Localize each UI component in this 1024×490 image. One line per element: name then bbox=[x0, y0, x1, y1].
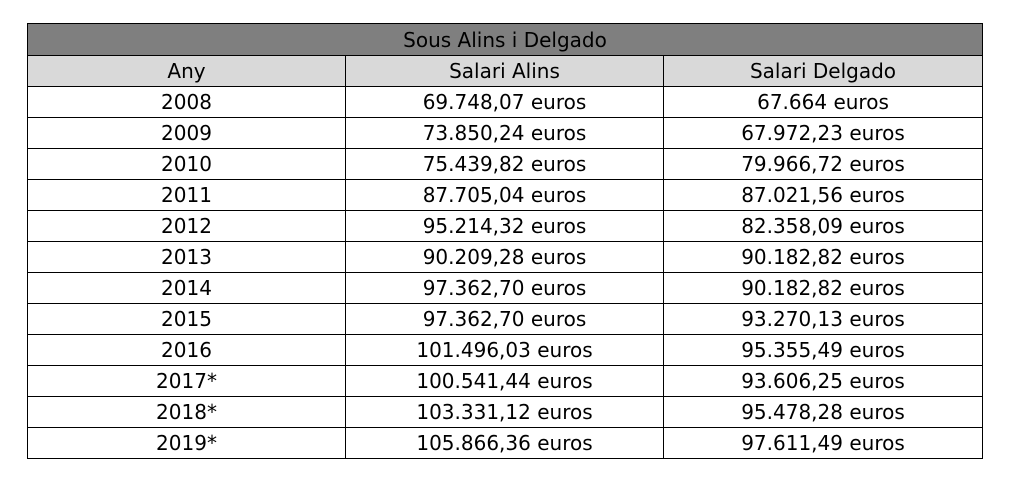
cell-salary-alins: 100.541,44 euros bbox=[345, 365, 664, 397]
table-row: 2008 69.748,07 euros 67.664 euros bbox=[27, 86, 983, 118]
cell-salary-alins: 90.209,28 euros bbox=[345, 241, 664, 273]
cell-year: 2008 bbox=[27, 86, 346, 118]
cell-salary-alins: 101.496,03 euros bbox=[345, 334, 664, 366]
cell-year: 2014 bbox=[27, 272, 346, 304]
cell-year: 2018* bbox=[27, 396, 346, 428]
table-row: 2014 97.362,70 euros 90.182,82 euros bbox=[27, 272, 983, 304]
column-header-salary-delgado: Salari Delgado bbox=[663, 55, 983, 87]
cell-year: 2017* bbox=[27, 365, 346, 397]
table-row: 2010 75.439,82 euros 79.966,72 euros bbox=[27, 148, 983, 180]
cell-salary-delgado: 67.972,23 euros bbox=[663, 117, 983, 149]
cell-year: 2013 bbox=[27, 241, 346, 273]
table-row: 2009 73.850,24 euros 67.972,23 euros bbox=[27, 117, 983, 149]
cell-salary-delgado: 90.182,82 euros bbox=[663, 241, 983, 273]
table-row: 2015 97.362,70 euros 93.270,13 euros bbox=[27, 303, 983, 335]
cell-salary-alins: 105.866,36 euros bbox=[345, 427, 664, 459]
cell-salary-alins: 97.362,70 euros bbox=[345, 303, 664, 335]
salary-table: Sous Alins i Delgado Any Salari Alins Sa… bbox=[27, 23, 983, 459]
cell-salary-delgado: 93.606,25 euros bbox=[663, 365, 983, 397]
cell-salary-alins: 103.331,12 euros bbox=[345, 396, 664, 428]
table-row: 2011 87.705,04 euros 87.021,56 euros bbox=[27, 179, 983, 211]
cell-salary-alins: 97.362,70 euros bbox=[345, 272, 664, 304]
cell-salary-delgado: 87.021,56 euros bbox=[663, 179, 983, 211]
cell-salary-delgado: 97.611,49 euros bbox=[663, 427, 983, 459]
cell-salary-alins: 75.439,82 euros bbox=[345, 148, 664, 180]
cell-salary-alins: 87.705,04 euros bbox=[345, 179, 664, 211]
cell-salary-delgado: 93.270,13 euros bbox=[663, 303, 983, 335]
table-row: 2018* 103.331,12 euros 95.478,28 euros bbox=[27, 396, 983, 428]
cell-year: 2009 bbox=[27, 117, 346, 149]
table-row: 2016 101.496,03 euros 95.355,49 euros bbox=[27, 334, 983, 366]
cell-salary-delgado: 82.358,09 euros bbox=[663, 210, 983, 242]
table-row: 2019* 105.866,36 euros 97.611,49 euros bbox=[27, 427, 983, 459]
table-row: 2012 95.214,32 euros 82.358,09 euros bbox=[27, 210, 983, 242]
column-header-salary-alins: Salari Alins bbox=[345, 55, 664, 87]
table-body: 2008 69.748,07 euros 67.664 euros 2009 73.85… bbox=[27, 86, 983, 459]
cell-year: 2019* bbox=[27, 427, 346, 459]
cell-salary-alins: 69.748,07 euros bbox=[345, 86, 664, 118]
table-title-row: Sous Alins i Delgado bbox=[27, 23, 983, 56]
cell-year: 2010 bbox=[27, 148, 346, 180]
cell-salary-delgado: 95.478,28 euros bbox=[663, 396, 983, 428]
cell-year: 2011 bbox=[27, 179, 346, 211]
table-title: Sous Alins i Delgado bbox=[27, 23, 983, 56]
cell-year: 2012 bbox=[27, 210, 346, 242]
cell-salary-alins: 95.214,32 euros bbox=[345, 210, 664, 242]
column-header-year: Any bbox=[27, 55, 346, 87]
cell-salary-alins: 73.850,24 euros bbox=[345, 117, 664, 149]
cell-year: 2016 bbox=[27, 334, 346, 366]
cell-salary-delgado: 67.664 euros bbox=[663, 86, 983, 118]
cell-salary-delgado: 90.182,82 euros bbox=[663, 272, 983, 304]
table-row: 2013 90.209,28 euros 90.182,82 euros bbox=[27, 241, 983, 273]
cell-salary-delgado: 95.355,49 euros bbox=[663, 334, 983, 366]
cell-year: 2015 bbox=[27, 303, 346, 335]
table-row: 2017* 100.541,44 euros 93.606,25 euros bbox=[27, 365, 983, 397]
table-header-row: Any Salari Alins Salari Delgado bbox=[27, 55, 983, 87]
cell-salary-delgado: 79.966,72 euros bbox=[663, 148, 983, 180]
